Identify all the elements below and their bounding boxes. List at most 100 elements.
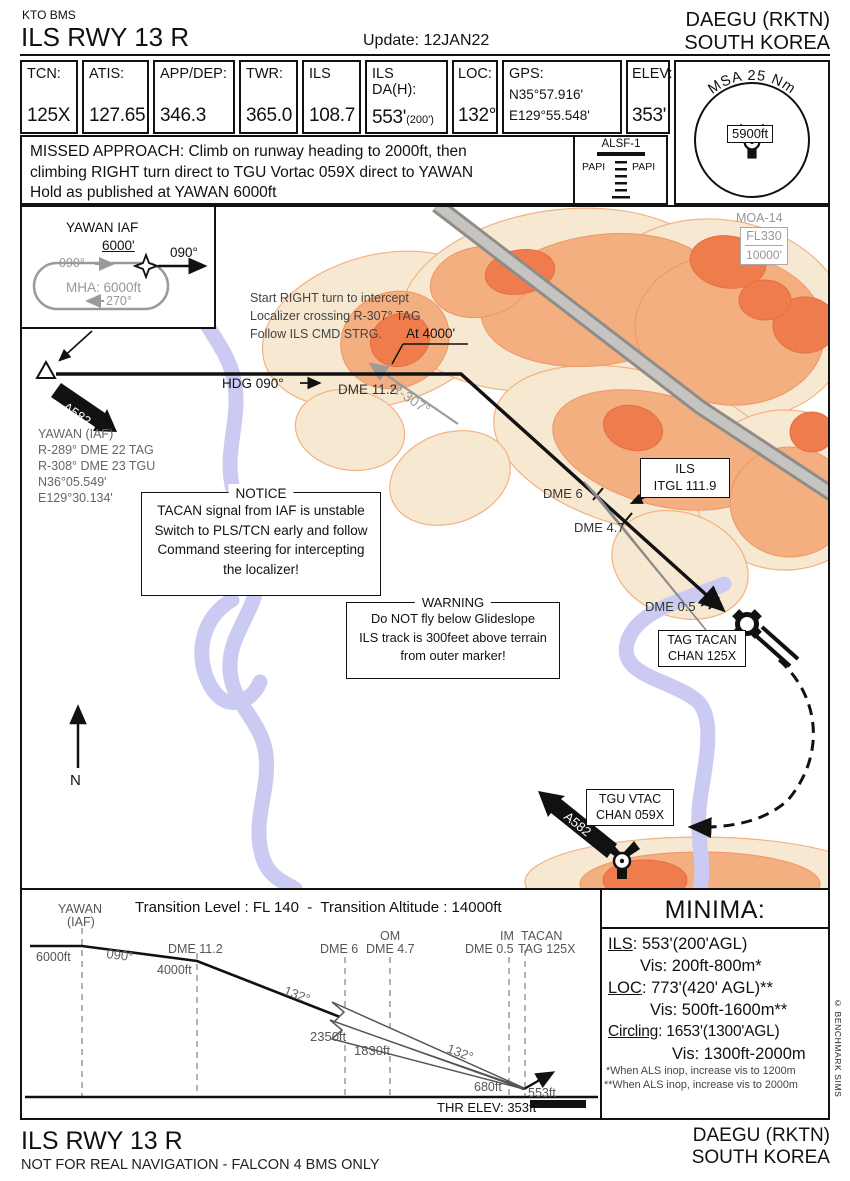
minima-title: MINIMA: [664, 896, 766, 924]
note-line: Start RIGHT turn to intercept [250, 291, 409, 305]
profile-tacan: TACAN [521, 929, 563, 943]
profile-course-090: 090° [106, 946, 135, 964]
warning-title: WARNING [414, 594, 492, 613]
profile-alt-553: 553ft [528, 1086, 556, 1100]
ils-ident-line: ILS [675, 461, 695, 476]
holding-inbound-course: 090° [59, 256, 85, 270]
profile-alt-1830: 1830ft [354, 1043, 391, 1058]
freq-cell-ils: ILS 108.7 [302, 60, 361, 134]
iaf-triangle-symbol [35, 359, 57, 379]
minima-circling-vis: Vis: 1300ft-2000m [672, 1045, 806, 1063]
minima-circling-value: : 1653'(1300'AGL) [658, 1023, 780, 1040]
footer-title: ILS RWY 13 R [21, 1127, 183, 1155]
dme-47-label: DME 4.7 [574, 520, 625, 535]
moa-lower-limit: 10000' [746, 248, 782, 262]
vtac-ident-line: CHAN 059X [595, 808, 665, 823]
profile-yawan-sub: (IAF) [67, 915, 95, 929]
freq-value: 346.3 [160, 105, 207, 126]
dme-05-label: DME 0.5 [645, 599, 696, 614]
profile-yawan: YAWAN [58, 902, 102, 916]
iaf-line: N36°05.549' [38, 475, 107, 489]
freq-value: 127.65 [89, 105, 146, 126]
holding-altitude: 6000' [102, 238, 135, 253]
missed-approach-line: MISSED APPROACH: Climb on runway heading… [30, 143, 467, 160]
program-label: KTO BMS [22, 8, 76, 22]
heading-label: HDG 090° [222, 376, 284, 391]
holding-fix-name: YAWAN IAF [66, 220, 139, 235]
profile-dme-6: DME 6 [320, 942, 359, 956]
start-turn-note: Start RIGHT turn to intercept Localizer … [250, 290, 421, 343]
airway-arrow-bottom [538, 791, 617, 858]
profile-thr-elev: THR ELEV: 353ft [437, 1100, 537, 1115]
vtac-ident-line: TGU VTAC [598, 792, 662, 806]
at-4000-label: At 4000' [406, 326, 456, 341]
freq-value: 365.0 [246, 105, 293, 126]
freq-value: 108.7 [309, 105, 356, 126]
gps-lon: E129°55.548' [509, 108, 590, 123]
approach-track [35, 330, 726, 631]
profile-alt-2350: 2350ft [310, 1029, 347, 1044]
footer-airport: DAEGU (RKTN) [692, 1125, 830, 1146]
minima-ils-vis: Vis: 200ft-800m* [640, 957, 762, 975]
profile-view-frame [20, 888, 602, 1120]
freq-value: 132° [458, 105, 497, 126]
holding-exit-course: 090° [170, 245, 198, 260]
freq-label: LOC: [458, 66, 492, 82]
moa-limits-box: FL330 10000' [740, 227, 788, 265]
iaf-line: R-308° DME 23 TGU [38, 459, 156, 473]
runway-bar [530, 1100, 586, 1108]
freq-value-agl: (200') [406, 114, 434, 126]
profile-dme-05: DME 0.5 [465, 942, 514, 956]
freq-value: 125X [27, 105, 71, 126]
profile-artwork [25, 928, 598, 1108]
dme-6-label: DME 6 [543, 486, 583, 501]
freq-label: ILS DA(H): [372, 66, 417, 98]
airway-arrow-top [51, 383, 117, 432]
missed-approach-box: MISSED APPROACH: Climb on runway heading… [20, 135, 575, 205]
profile-alt-4000: 4000ft [157, 963, 192, 977]
gps-lat: N35°57.916' [509, 87, 584, 102]
freq-label: ATIS: [89, 66, 125, 82]
freq-cell-atis: ATIS: 127.65 [82, 60, 149, 134]
profile-im: IM [500, 929, 514, 943]
papi-left-label: PAPI [582, 161, 606, 173]
tacan-ident-box: TAG TACAN CHAN 125X [658, 630, 746, 667]
freq-label: TWR: [246, 66, 284, 82]
minima-ils-value: : 553'(200'AGL) [632, 935, 748, 953]
warning-line: from outer marker! [400, 648, 506, 664]
minima-circling-label: Circling [608, 1023, 659, 1040]
minima-loc-vis: Vis: 500ft-1600m** [650, 1001, 788, 1019]
header-divider [20, 54, 830, 56]
missed-approach-line: climbing RIGHT turn direct to TGU Vortac… [30, 163, 474, 181]
copyright: © BENCHMARK SIMS [832, 998, 843, 1098]
minima-header-divider [602, 890, 828, 929]
moa-name: MOA-14 [736, 211, 783, 225]
moa-boundary-band [432, 207, 828, 501]
notice-line: TACAN signal from IAF is unstable [157, 503, 365, 518]
vtac-ident-box: TGU VTAC CHAN 059X [586, 789, 674, 826]
iaf-data-block: YAWAN (IAF) R-289° DME 22 TAG R-308° DME… [38, 426, 155, 506]
minima-frame [600, 888, 830, 1120]
ils-ident-line: ITGL 111.9 [653, 477, 717, 493]
footer-disclaimer: NOT FOR REAL NAVIGATION - FALCON 4 BMS O… [21, 1157, 380, 1173]
freq-cell-loc: LOC: 132° [452, 60, 498, 134]
page-title: ILS RWY 13 R [21, 22, 190, 52]
freq-label: ELEV: [632, 66, 673, 82]
missed-approach-path [687, 658, 815, 839]
freq-label: ILS [309, 66, 331, 82]
minima-note-1: *When ALS inop, increase vis to 1200m [606, 1065, 796, 1077]
airport-symbol [732, 609, 800, 668]
iaf-line: R-289° DME 22 TAG [38, 443, 154, 457]
freq-value: 553' [372, 107, 407, 128]
tacan-ident-line: TAG TACAN [667, 633, 737, 647]
note-line: Localizer crossing R-307° TAG [250, 308, 421, 323]
moa-upper-limit: FL330 [745, 229, 783, 246]
notice-line: Command steering for intercepting [157, 542, 365, 558]
freq-label: GPS: [509, 66, 544, 82]
freq-cell-tcn: TCN: 125X [20, 60, 78, 134]
country-name: SOUTH KOREA [684, 32, 830, 54]
glideslope-feathers [329, 1001, 525, 1090]
warning-box: WARNING Do NOT fly below Glideslope ILS … [346, 594, 560, 679]
notice-title: NOTICE [228, 484, 294, 504]
